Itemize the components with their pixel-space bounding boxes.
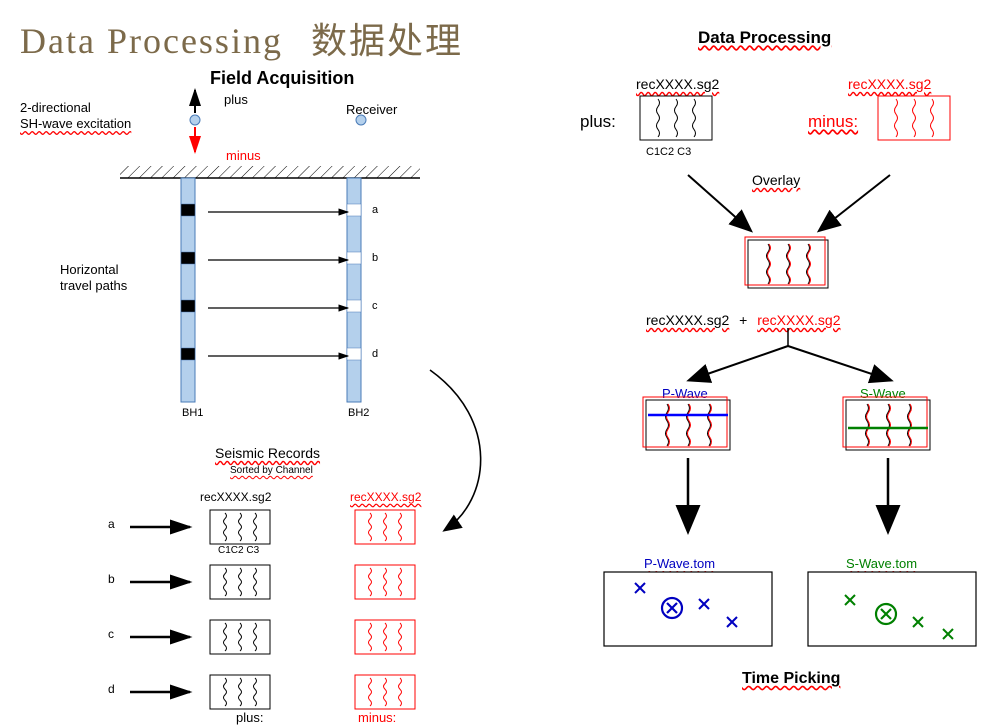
- diagram-svg: [0, 0, 1006, 727]
